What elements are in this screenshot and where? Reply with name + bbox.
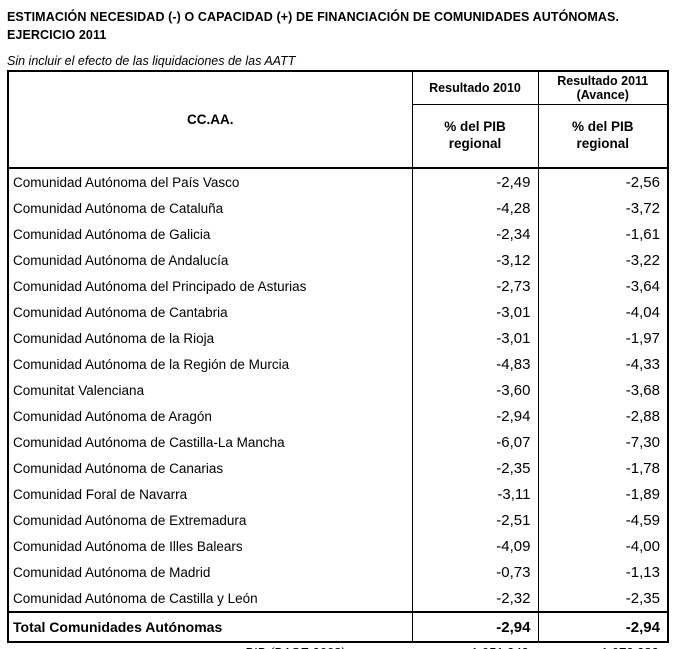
total-label: Total Comunidades Autónomas (8, 611, 413, 643)
pib-value-2011: 1.073.383 (537, 645, 667, 649)
value-2011: -7,30 (625, 433, 660, 451)
region-name: Comunidad Autónoma de Cantabria (8, 299, 413, 326)
pib-row: PIB (BASE 2008) 1.051.342 1.073.383 (7, 643, 667, 649)
total-row: Total Comunidades Autónomas -2,94 -2,94 (8, 611, 668, 643)
value-2011: -1,61 (625, 225, 660, 243)
value-2011: -4,59 (625, 511, 660, 529)
column-header-ccaa: CC.AA. (8, 71, 413, 170)
page-title: ESTIMACIÓN NECESIDAD (-) O CAPACIDAD (+)… (7, 10, 620, 43)
region-name: Comunidad Autónoma de Galicia (8, 221, 413, 248)
subheader-2010: % del PIB regional (412, 104, 539, 170)
column-header-2011-line1: Resultado 2011 (557, 73, 649, 88)
pib-value-2010: 1.051.342 (411, 645, 537, 649)
column-header-2011-line2: (Avance) (576, 88, 629, 103)
column-header-2011: Resultado 2011 (Avance) (538, 71, 668, 106)
column-header-2010: Resultado 2010 (412, 71, 539, 106)
value-2010: -3,60 (412, 377, 539, 404)
table-row: Comunidad Autónoma de Aragón -2,94 -2,88 (8, 403, 668, 430)
value-2011: -3,72 (625, 199, 660, 217)
value-2010: -0,73 (412, 559, 539, 586)
region-name: Comunidad Autónoma de Andalucía (8, 247, 413, 274)
value-2010: -2,73 (412, 273, 539, 300)
value-2011: -1,13 (625, 563, 660, 581)
total-value-2010: -2,94 (412, 611, 539, 643)
region-name: Comunidad Autónoma del País Vasco (8, 168, 413, 196)
subheader-2010-line2: regional (448, 136, 502, 152)
value-2010: -3,12 (412, 247, 539, 274)
subheader-2011-line1: % del PIB (571, 119, 634, 135)
value-2010: -4,09 (412, 533, 539, 560)
region-name: Comunidad Autónoma del Principado de Ast… (8, 273, 413, 300)
value-2011: -4,33 (625, 355, 660, 373)
subheader-2010-line1: % del PIB (444, 119, 506, 135)
value-2010: -2,94 (412, 403, 539, 430)
subheader-2011: % del PIB regional (538, 104, 668, 170)
table-row: Comunidad Autónoma de Cantabria -3,01 -4… (8, 299, 668, 326)
value-2011: -1,97 (625, 329, 660, 347)
region-name: Comunidad Foral de Navarra (8, 481, 413, 508)
table-row: Comunidad Autónoma de Madrid -0,73 -1,13 (8, 559, 668, 586)
value-2010: -3,11 (412, 481, 539, 508)
table-row: Comunidad Autónoma de Illes Balears -4,0… (8, 533, 668, 560)
page-subtitle: Sin incluir el efecto de las liquidacion… (7, 54, 296, 69)
subheader-2011-line2: regional (576, 136, 629, 152)
pib-label: PIB (BASE 2008) (7, 645, 411, 649)
value-2010: -2,35 (412, 455, 539, 482)
header-row-top: CC.AA. Resultado 2010 Resultado 2011 (Av… (8, 71, 668, 170)
table-row: Comunitat Valenciana -3,60 -3,68 (8, 377, 668, 404)
value-2011: -2,35 (625, 589, 660, 607)
total-value-2011: -2,94 (538, 611, 668, 643)
value-2011: -3,64 (625, 277, 660, 295)
header-row-sub: % del PIB regional % del PIB regional (8, 104, 668, 170)
financing-table: CC.AA. Resultado 2010 Resultado 2011 (Av… (7, 70, 669, 644)
value-2010: -3,01 (412, 325, 539, 352)
table-row: Comunidad Autónoma del Principado de Ast… (8, 273, 668, 300)
value-2011: -1,89 (625, 485, 660, 503)
value-2010: -4,28 (412, 195, 539, 222)
value-2010: -2,34 (412, 221, 539, 248)
table-row: Comunidad Autónoma de Castilla-La Mancha… (8, 429, 668, 456)
value-2010: -3,01 (412, 299, 539, 326)
table-row: Comunidad Autónoma de Canarias -2,35 -1,… (8, 455, 668, 482)
region-name: Comunidad Autónoma de Madrid (8, 559, 413, 586)
value-2011: -3,68 (625, 381, 660, 399)
table-row: Comunidad Autónoma del País Vasco -2,49 … (8, 168, 668, 196)
table-row: Comunidad Autónoma de Galicia -2,34 -1,6… (8, 221, 668, 248)
table-row: Comunidad Autónoma de la Rioja -3,01 -1,… (8, 325, 668, 352)
region-name: Comunidad Autónoma de la Rioja (8, 325, 413, 352)
region-name: Comunidad Autónoma de Castilla-La Mancha (8, 429, 413, 456)
table-row: Comunidad Autónoma de Cataluña -4,28 -3,… (8, 195, 668, 222)
value-2011: -3,22 (625, 251, 660, 269)
region-name: Comunidad Autónoma de Aragón (8, 403, 413, 430)
region-name: Comunidad Autónoma de la Región de Murci… (8, 351, 413, 378)
region-name: Comunidad Autónoma de Illes Balears (8, 533, 413, 560)
table-row: Comunidad Autónoma de Castilla y León -2… (8, 585, 668, 613)
table-row: Comunidad Autónoma de la Región de Murci… (8, 351, 668, 378)
table-row: Comunidad Autónoma de Extremadura -2,51 … (8, 507, 668, 534)
region-name: Comunidad Autónoma de Canarias (8, 455, 413, 482)
region-name: Comunitat Valenciana (8, 377, 413, 404)
value-2010: -2,51 (412, 507, 539, 534)
region-name: Comunidad Autónoma de Extremadura (8, 507, 413, 534)
value-2010: -6,07 (412, 429, 539, 456)
value-2010: -2,32 (412, 585, 539, 613)
value-2010: -4,83 (412, 351, 539, 378)
value-2010: -2,49 (412, 168, 539, 196)
table-row: Comunidad Foral de Navarra -3,11 -1,89 (8, 481, 668, 508)
value-2011: -2,56 (625, 173, 660, 191)
region-name: Comunidad Autónoma de Castilla y León (8, 585, 413, 613)
value-2011: -4,00 (625, 537, 660, 555)
value-2011: -2,88 (625, 407, 660, 425)
table-row: Comunidad Autónoma de Andalucía -3,12 -3… (8, 247, 668, 274)
value-2011: -1,78 (625, 459, 660, 477)
region-name: Comunidad Autónoma de Cataluña (8, 195, 413, 222)
value-2011: -4,04 (625, 303, 660, 321)
